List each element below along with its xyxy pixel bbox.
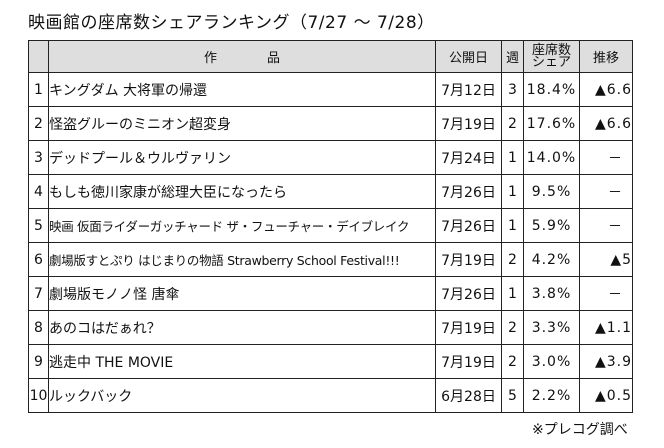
table-row: 7 劇場版モノノ怪 唐傘 7月26日 1 3.8% － <box>28 276 633 311</box>
movie-title-cell: 劇場版モノノ怪 唐傘 <box>48 276 436 311</box>
header-share: 座席数 シェア <box>523 40 580 73</box>
rank-cell: 2 <box>28 106 49 141</box>
seat-share-cell: 3.8% <box>523 276 580 311</box>
trend-cell: ▲1.1 <box>579 310 633 345</box>
movie-title-cell: 怪盗グルーのミニオン超変身 <box>48 106 436 141</box>
weeks-cell: 1 <box>501 140 524 175</box>
seat-share-cell: 2.2% <box>523 378 580 413</box>
weeks-cell: 1 <box>501 208 524 243</box>
release-date-cell: 7月26日 <box>435 208 502 243</box>
release-date-cell: 6月28日 <box>435 378 502 413</box>
header-share-line1: 座席数 <box>531 42 571 58</box>
seat-share-cell: 3.0% <box>523 344 580 379</box>
table-row: 8 あのコはだぁれ？ 7月19日 2 3.3% ▲1.1 <box>28 310 633 345</box>
trend-cell: － <box>579 174 633 209</box>
page-title: 映画館の座席数シェアランキング（7/27 ～ 7/28） <box>28 13 435 33</box>
trend-cell: ▲5 <box>579 242 633 277</box>
weeks-cell: 2 <box>501 310 524 345</box>
header-release: 公開日 <box>435 40 502 73</box>
trend-cell: － <box>579 276 633 311</box>
seat-share-cell: 17.6% <box>523 106 580 141</box>
table-row: 1 キングダム 大将軍の帰還 7月12日 3 18.4% ▲6.6 <box>28 72 633 107</box>
header-rank <box>28 40 49 73</box>
release-date-cell: 7月24日 <box>435 140 502 175</box>
weeks-cell: 2 <box>501 344 524 379</box>
movie-title-cell: キングダム 大将軍の帰還 <box>48 72 436 107</box>
source-note: ※プレコグ調べ <box>532 422 628 438</box>
seat-share-cell: 5.9% <box>523 208 580 243</box>
trend-cell: ▲6.6 <box>579 106 633 141</box>
weeks-cell: 3 <box>501 72 524 107</box>
header-trend: 推移 <box>579 40 633 73</box>
release-date-cell: 7月19日 <box>435 106 502 141</box>
seat-share-cell: 9.5% <box>523 174 580 209</box>
rank-cell: 3 <box>28 140 49 175</box>
rank-cell: 4 <box>28 174 49 209</box>
header-share-line2: シェア <box>531 54 571 70</box>
table-body: 1 キングダム 大将軍の帰還 7月12日 3 18.4% ▲6.6 2 怪盗グルーのミニオン超… <box>28 72 633 413</box>
seat-share-cell: 18.4% <box>523 72 580 107</box>
header-title: 作品 <box>48 40 436 73</box>
table-row: 4 もしも徳川家康が総理大臣になったら 7月26日 1 9.5% － <box>28 174 633 209</box>
rank-cell: 6 <box>28 242 49 277</box>
release-date-cell: 7月12日 <box>435 72 502 107</box>
movie-title-cell: 映画 仮面ライダーガッチャード ザ・フューチャー・デイブレイク <box>48 208 436 243</box>
table-row: 9 逃走中 THE MOVIE 7月19日 2 3.0% ▲3.9 <box>28 344 633 379</box>
rank-cell: 9 <box>28 344 49 379</box>
rank-cell: 5 <box>28 208 49 243</box>
table-row: 6 劇場版すとぷり はじまりの物語 Strawberry School Festi… <box>28 242 633 277</box>
release-date-cell: 7月19日 <box>435 344 502 379</box>
rank-cell: 1 <box>28 72 49 107</box>
movie-title-cell: あのコはだぁれ？ <box>48 310 436 345</box>
movie-title-cell: デッドプール＆ウルヴァリン <box>48 140 436 175</box>
release-date-cell: 7月19日 <box>435 242 502 277</box>
header-weeks: 週 <box>501 40 524 73</box>
rank-cell: 8 <box>28 310 49 345</box>
release-date-cell: 7月19日 <box>435 310 502 345</box>
movie-title-cell: 劇場版すとぷり はじまりの物語 Strawberry School Festiv… <box>48 242 436 277</box>
weeks-cell: 2 <box>501 106 524 141</box>
movie-title-cell: 逃走中 THE MOVIE <box>48 344 436 379</box>
release-date-cell: 7月26日 <box>435 174 502 209</box>
weeks-cell: 1 <box>501 276 524 311</box>
rank-cell: 10 <box>28 378 49 413</box>
weeks-cell: 2 <box>501 242 524 277</box>
weeks-cell: 5 <box>501 378 524 413</box>
movie-title-cell: ルックバック <box>48 378 436 413</box>
seat-share-cell: 4.2% <box>523 242 580 277</box>
weeks-cell: 1 <box>501 174 524 209</box>
trend-cell: － <box>579 140 633 175</box>
rank-cell: 7 <box>28 276 49 311</box>
trend-cell: － <box>579 208 633 243</box>
ranking-table: 作品 公開日 週 座席数 シェア 推移 1 キングダム 大将軍の帰還 7月12日 3 18… <box>28 40 633 413</box>
table-row: 3 デッドプール＆ウルヴァリン 7月24日 1 14.0% － <box>28 140 633 175</box>
table-header-row: 作品 公開日 週 座席数 シェア 推移 <box>28 40 633 73</box>
trend-cell: ▲3.9 <box>579 344 633 379</box>
table-row: 5 映画 仮面ライダーガッチャード ザ・フューチャー・デイブレイク 7月26日 1 5.… <box>28 208 633 243</box>
table-row: 2 怪盗グルーのミニオン超変身 7月19日 2 17.6% ▲6.6 <box>28 106 633 141</box>
release-date-cell: 7月26日 <box>435 276 502 311</box>
movie-title-cell: もしも徳川家康が総理大臣になったら <box>48 174 436 209</box>
trend-cell: ▲0.5 <box>579 378 633 413</box>
seat-share-cell: 3.3% <box>523 310 580 345</box>
trend-cell: ▲6.6 <box>579 72 633 107</box>
table-row: 10 ルックバック 6月28日 5 2.2% ▲0.5 <box>28 378 633 413</box>
seat-share-cell: 14.0% <box>523 140 580 175</box>
